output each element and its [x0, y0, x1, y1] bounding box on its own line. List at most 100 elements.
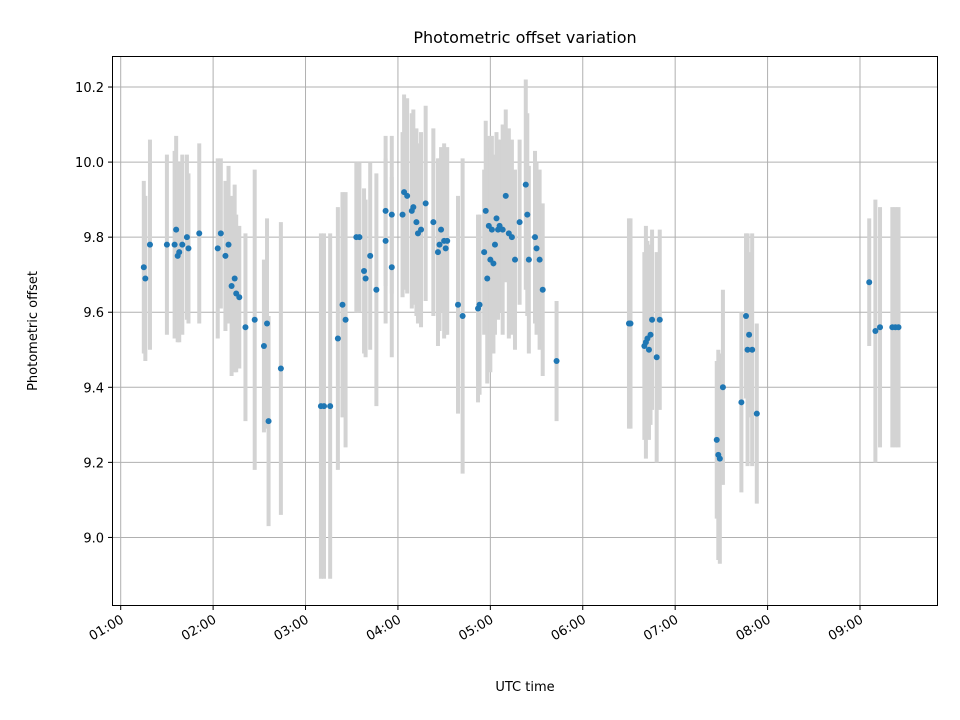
y-tick-label: 9.6 — [83, 306, 104, 321]
data-point — [251, 316, 258, 323]
data-point — [388, 264, 395, 271]
data-point — [146, 241, 153, 248]
data-point — [418, 226, 425, 233]
data-point — [342, 316, 349, 323]
data-point — [490, 260, 497, 267]
data-point — [532, 234, 539, 241]
y-tick-label: 9.0 — [83, 531, 104, 546]
data-point — [488, 226, 495, 233]
data-point — [410, 204, 417, 211]
data-point — [482, 207, 489, 214]
data-point — [179, 241, 186, 248]
x-axis: 01:00 02:00 03:00 04:00 05:00 06:00 07:00 08:00… — [87, 605, 866, 644]
chart-title: Photometric offset variation — [413, 28, 636, 47]
data-point — [222, 252, 229, 259]
data-point — [373, 286, 380, 293]
data-point — [404, 192, 411, 199]
data-point — [236, 294, 243, 301]
data-point — [753, 410, 760, 417]
x-axis-label: UTC time — [495, 680, 554, 695]
x-tick-label: 01:00 — [87, 612, 127, 644]
data-point — [382, 207, 389, 214]
data-point — [444, 237, 451, 244]
data-point — [142, 275, 149, 282]
data-point — [225, 241, 232, 248]
data-point — [265, 418, 272, 425]
data-point — [327, 403, 334, 410]
x-tick-label: 09:00 — [826, 612, 866, 644]
data-point — [502, 192, 509, 199]
data-point — [524, 211, 531, 218]
data-point — [553, 358, 560, 365]
data-point — [422, 200, 429, 207]
data-point — [525, 256, 532, 263]
data-point — [436, 241, 443, 248]
data-point — [382, 237, 389, 244]
data-point — [217, 230, 224, 237]
data-point — [738, 399, 745, 406]
data-point — [455, 301, 462, 308]
data-point — [399, 211, 406, 218]
y-tick-label: 9.4 — [83, 381, 104, 396]
y-axis: 9.0 9.2 9.4 9.6 9.8 10.0 10.2 — [75, 81, 113, 546]
data-points — [140, 181, 902, 462]
data-point — [627, 320, 634, 327]
data-point — [508, 234, 515, 241]
data-point — [339, 301, 346, 308]
data-point — [277, 365, 284, 372]
data-point — [228, 282, 235, 289]
data-point — [459, 312, 466, 319]
data-point — [499, 226, 506, 233]
data-point — [362, 275, 369, 282]
data-point — [171, 241, 178, 248]
y-axis-label: Photometric offset — [26, 271, 41, 391]
data-point — [656, 316, 663, 323]
data-point — [334, 335, 341, 342]
data-point — [533, 245, 540, 252]
data-point — [749, 346, 756, 353]
data-point — [264, 320, 271, 327]
data-point — [430, 219, 437, 226]
data-point — [536, 256, 543, 263]
x-tick-label: 04:00 — [364, 612, 404, 644]
x-tick-label: 03:00 — [272, 612, 312, 644]
y-tick-label: 10.2 — [75, 81, 104, 96]
data-point — [877, 324, 884, 331]
data-point — [653, 354, 660, 361]
data-point — [356, 234, 363, 241]
x-tick-label: 07:00 — [641, 612, 681, 644]
data-point — [491, 241, 498, 248]
data-point — [260, 343, 267, 350]
data-point — [231, 275, 238, 282]
data-point — [649, 316, 656, 323]
data-point — [746, 331, 753, 338]
y-tick-label: 10.0 — [75, 156, 104, 171]
data-point — [645, 346, 652, 353]
data-point — [719, 384, 726, 391]
data-point — [438, 226, 445, 233]
y-tick-label: 9.8 — [83, 231, 104, 246]
x-tick-label: 02:00 — [179, 612, 219, 644]
data-point — [183, 234, 190, 241]
data-point — [539, 286, 546, 293]
data-point — [367, 252, 374, 259]
data-point — [476, 301, 483, 308]
data-point — [511, 256, 518, 263]
data-point — [442, 245, 449, 252]
data-point — [196, 230, 203, 237]
x-tick-label: 05:00 — [456, 612, 496, 644]
data-point — [242, 324, 249, 331]
data-point — [743, 312, 750, 319]
data-point — [866, 279, 873, 286]
data-point — [214, 245, 221, 252]
data-point — [413, 219, 420, 226]
x-tick-label: 06:00 — [549, 612, 589, 644]
data-point — [516, 219, 523, 226]
data-point — [484, 275, 491, 282]
data-point — [744, 346, 751, 353]
data-point — [713, 436, 720, 443]
data-point — [163, 241, 170, 248]
data-point — [493, 215, 500, 222]
error-bars — [141, 79, 901, 579]
